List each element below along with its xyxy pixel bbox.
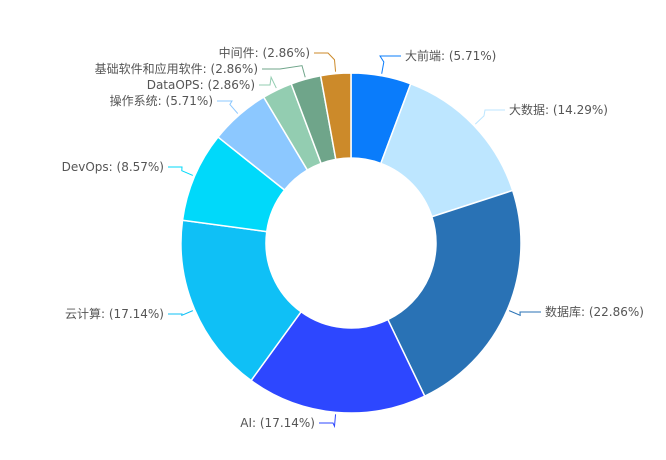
leader-line-6: [217, 100, 239, 114]
slice-label-9: 中间件: (2.86%): [219, 45, 310, 60]
leader-line-8: [262, 65, 306, 78]
leader-line-3: [319, 414, 337, 429]
slice-label-5: DevOps: (8.57%): [62, 160, 164, 174]
leader-line-7: [259, 75, 277, 89]
slice-3[interactable]: [250, 310, 426, 414]
leader-line-9: [314, 52, 337, 72]
slice-label-1: 大数据: (14.29%): [509, 102, 608, 117]
leader-line-2: [508, 310, 541, 317]
slice-4[interactable]: [180, 219, 303, 382]
slice-1[interactable]: [379, 82, 514, 218]
slice-label-4: 云计算: (17.14%): [65, 306, 164, 321]
slice-label-2: 数据库: (22.86%): [545, 304, 644, 319]
slices-group: [180, 72, 522, 414]
leader-lines-group: [168, 52, 541, 429]
leader-line-4: [168, 310, 194, 317]
leader-line-5: [168, 166, 194, 176]
slice-label-6: 操作系统: (5.71%): [110, 93, 213, 108]
leader-line-0: [379, 55, 401, 74]
slice-label-0: 大前端: (5.71%): [405, 48, 496, 63]
slice-label-7: DataOPS: (2.86%): [147, 78, 255, 92]
labels-group: 大前端: (5.71%) 大数据: (14.29%) 数据库: (22.86%) AI…: [62, 45, 644, 430]
leader-line-1: [474, 109, 505, 125]
slice-label-8: 基础软件和应用软件: (2.86%): [95, 61, 258, 76]
slice-2[interactable]: [386, 189, 522, 398]
slice-label-3: AI: (17.14%): [240, 416, 315, 430]
slice-9[interactable]: [319, 72, 352, 161]
